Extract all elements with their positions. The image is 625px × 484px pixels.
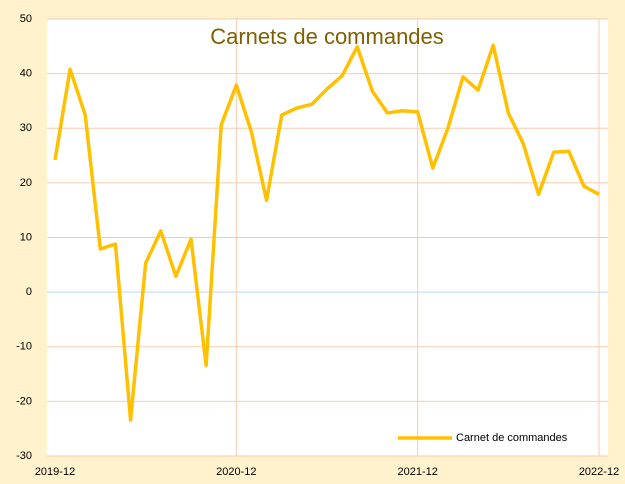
series-line (53, 43, 600, 422)
chart-title: Carnets de commandes (210, 24, 444, 49)
y-tick-label: 50 (20, 13, 32, 25)
y-tick-label: 40 (20, 68, 32, 80)
x-tick-label: 2019-12 (35, 466, 75, 478)
y-tick-label: -30 (16, 450, 32, 462)
x-tick-label: 2021-12 (397, 466, 437, 478)
legend-label: Carnet de commandes (456, 432, 568, 444)
y-tick-label: 10 (20, 231, 32, 243)
y-tick-label: 0 (26, 286, 32, 298)
x-tick-label: 2022-12 (579, 466, 619, 478)
y-tick-label: -20 (16, 395, 32, 407)
x-tick-label: 2020-12 (216, 466, 256, 478)
y-tick-label: -10 (16, 341, 32, 353)
y-tick-label: 30 (20, 122, 32, 134)
y-tick-label: 20 (20, 177, 32, 189)
